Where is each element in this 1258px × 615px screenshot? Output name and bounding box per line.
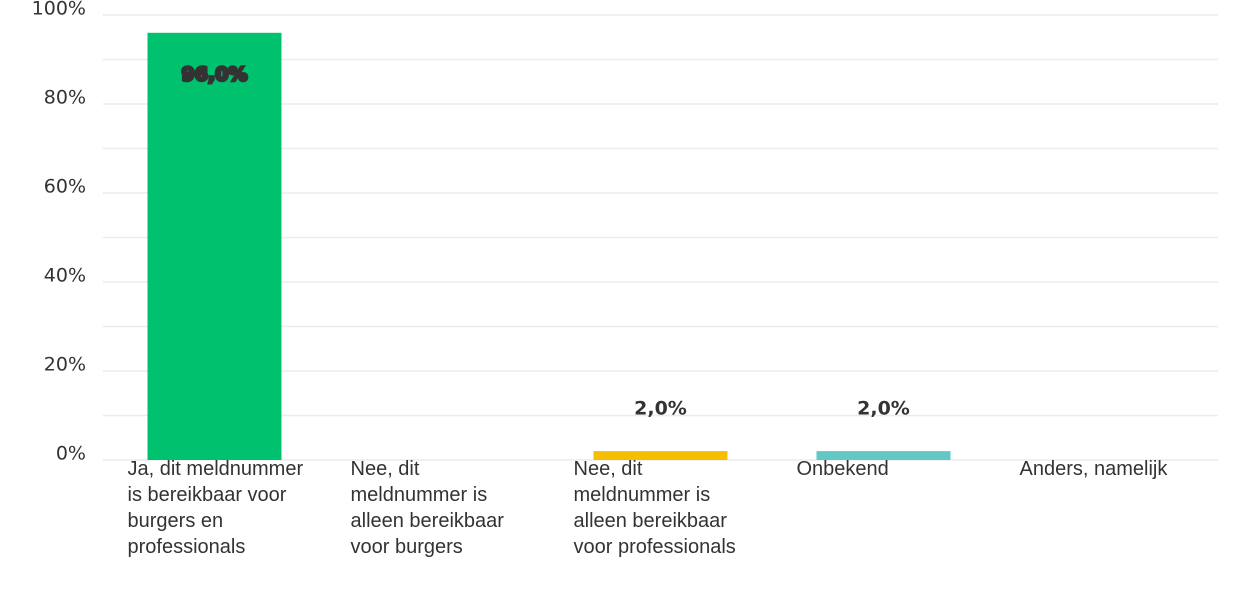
y-tick-label: 40% [44,265,86,287]
x-tick-label: Nee, dit meldnummer is alleen bereikbaar… [573,458,736,558]
y-tick-label: 100% [32,0,86,20]
y-tick-label: 80% [44,87,86,109]
bar [816,451,951,460]
bar [147,32,282,461]
value-label: 2,0% [857,398,910,420]
y-tick-label: 20% [44,354,86,376]
y-tick-label: 60% [44,176,86,198]
x-tick-label: Anders, namelijk [1019,458,1168,480]
x-tick-label: Nee, dit meldnummer is alleen bereikbaar… [350,458,504,558]
value-label: 96,0% [182,63,248,85]
x-tick-label: Ja, dit meldnummer is bereikbaar voor bu… [127,458,304,558]
value-label: 2,0% [634,398,687,420]
x-tick-label: Onbekend [796,458,889,480]
y-tick-label: 0% [56,443,86,465]
bar [593,451,728,460]
